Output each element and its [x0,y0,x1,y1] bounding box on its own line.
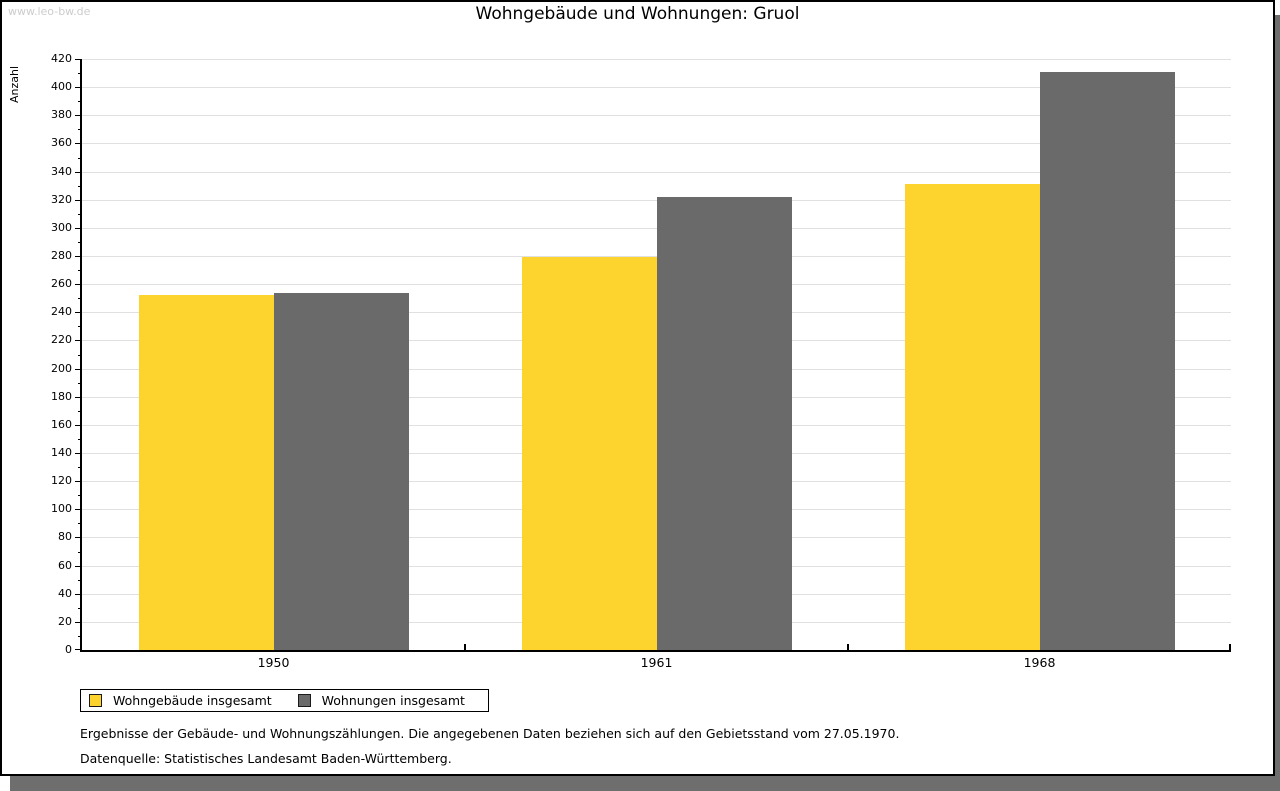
y-tick-label-260: 260 [51,277,72,291]
plot-area: 0 20 40 60 80 100 120 140 160 180 200 220 240 260 280 3… [51,52,1231,670]
gridline-y-380 [82,115,1231,117]
y-tick-label-320: 320 [51,192,72,206]
y-tick-30 [78,607,82,609]
y-tick-label-80: 80 [58,530,72,544]
watermark: www.leo-bw.de [8,5,91,18]
y-axis-label: Anzahl [8,65,21,103]
y-tick-230 [78,326,82,328]
y-tick-210 [78,354,82,356]
y-tick-100 [75,509,82,511]
legend-item-wohngebaeude: Wohngebäude insgesamt [89,693,272,708]
y-tick-label-280: 280 [51,249,72,262]
gridline-y-340 [82,171,1231,173]
y-tick-label-140: 140 [51,446,72,459]
gridline-y-420 [82,59,1231,60]
y-tick-label-20: 20 [58,614,72,628]
y-tick-90 [78,523,82,525]
chart-title: Wohngebäude und Wohnungen: Gruol [475,4,800,24]
y-tick-130 [78,467,82,469]
y-tick-label-380: 380 [51,108,72,122]
y-tick-360 [75,143,82,145]
y-tick-140 [75,453,82,454]
legend-label: Wohnungen insgesamt [321,693,465,708]
x-boundary-tick-1 [464,644,466,650]
y-tick-label-300: 300 [51,220,72,234]
y-tick-370 [78,129,82,131]
y-tick-300 [75,227,82,229]
y-tick-200 [75,368,82,370]
legend-swatch-yellow [89,694,102,707]
footer-note: Ergebnisse der Gebäude- und Wohnungszähl… [80,726,900,741]
y-tick-350 [78,157,82,159]
y-tick-270 [78,270,82,272]
chart-page: www.leo-bw.de Wohngebäude und Wohnungen:… [0,0,1275,776]
x-boundary-tick-2 [847,644,849,650]
y-tick-290 [78,241,82,243]
y-tick-70 [78,551,82,553]
y-tick-160 [75,424,82,426]
y-tick-260 [75,284,82,286]
y-tick-label-400: 400 [51,80,72,94]
legend-label: Wohngebäude insgesamt [113,693,272,708]
y-tick-0 [75,649,82,650]
y-tick-150 [78,438,82,440]
bar-wohnungen-1961 [656,196,792,650]
y-tick-330 [78,185,82,187]
x-tick-label-1968: 1968 [1023,655,1056,670]
bar-wohngebaeude-1950 [138,295,274,650]
legend: Wohngebäude insgesamt Wohnungen insgesam… [80,689,489,712]
y-tick-280 [75,256,82,257]
y-tick-label-100: 100 [51,502,72,516]
legend-swatch-gray [297,694,311,707]
y-tick-label-240: 240 [51,305,72,319]
y-tick-label-220: 220 [51,333,72,347]
y-tick-220 [75,340,82,342]
y-tick-110 [78,495,82,497]
y-tick-240 [75,312,82,314]
y-tick-80 [75,537,82,539]
y-tick-10 [78,635,82,637]
y-tick-250 [78,298,82,300]
y-tick-380 [75,115,82,117]
gridline-y-400 [82,87,1231,89]
y-tick-400 [75,87,82,89]
y-tick-40 [75,593,82,595]
bar-wohnungen-1950 [273,292,409,650]
x-axis-end-tick [1229,644,1231,650]
bar-wohnungen-1968 [1039,71,1175,650]
y-tick-180 [75,396,82,398]
y-tick-label-420: 420 [51,52,72,65]
y-tick-120 [75,481,82,483]
y-tick-label-60: 60 [58,558,72,572]
y-tick-20 [75,621,82,623]
y-tick-410 [78,73,82,75]
y-tick-390 [78,101,82,103]
y-tick-320 [75,199,82,201]
y-tick-label-120: 120 [51,474,72,488]
y-tick-label-340: 340 [51,164,72,178]
y-tick-label-160: 160 [51,417,72,431]
y-tick-310 [78,213,82,215]
y-tick-label-40: 40 [58,586,72,600]
y-tick-label-360: 360 [51,136,72,150]
legend-item-wohnungen: Wohnungen insgesamt [297,693,465,708]
x-tick-label-1961: 1961 [640,655,673,670]
bar-wohngebaeude-1968 [904,184,1040,650]
y-tick-170 [78,410,82,412]
y-tick-190 [78,382,82,384]
footer-source: Datenquelle: Statistisches Landesamt Bad… [80,751,452,766]
y-tick-label-0: 0 [65,643,72,656]
y-tick-340 [75,171,82,173]
y-tick-label-200: 200 [51,361,72,375]
x-tick-label-1950: 1950 [257,655,290,670]
bar-wohngebaeude-1961 [521,257,657,650]
y-tick-60 [75,565,82,567]
y-tick-50 [78,579,82,581]
gridline-y-360 [82,143,1231,145]
y-tick-label-180: 180 [51,389,72,403]
y-tick-420 [75,59,82,60]
